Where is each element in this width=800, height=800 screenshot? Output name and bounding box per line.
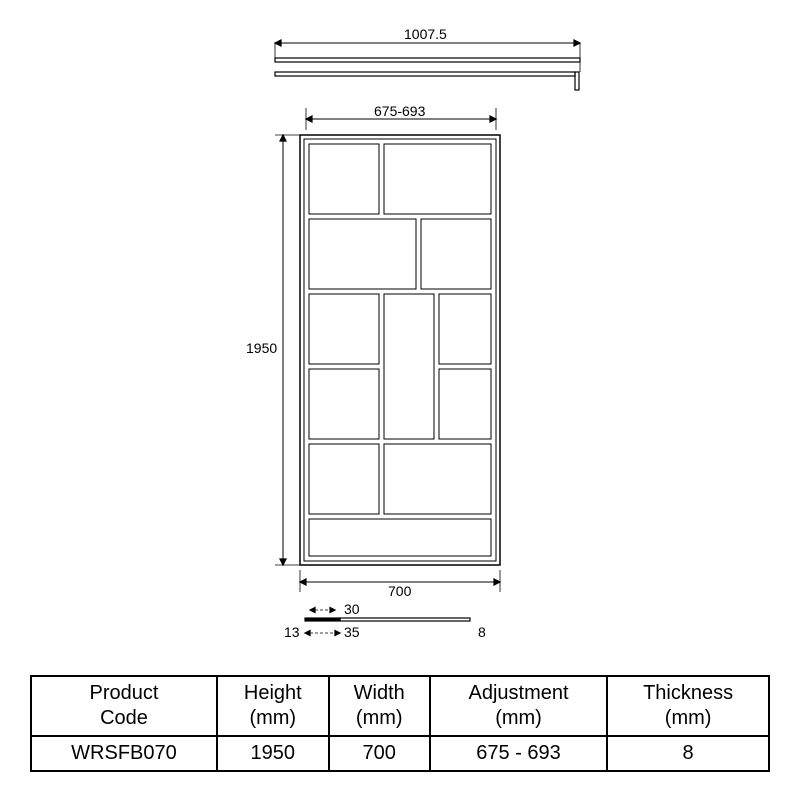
col-thickness: Thickness(mm) xyxy=(607,676,769,736)
col-adjustment: Adjustment(mm) xyxy=(430,676,607,736)
spec-table: ProductCode Height(mm) Width(mm) Adjustm… xyxy=(30,675,770,772)
cell-width: 700 xyxy=(329,736,430,771)
dim-profile-right: 8 xyxy=(478,624,486,640)
cell-adjustment: 675 - 693 xyxy=(430,736,607,771)
cell-height: 1950 xyxy=(217,736,329,771)
dim-profile-left: 13 xyxy=(284,624,300,640)
cell-thickness: 8 xyxy=(607,736,769,771)
cell-code: WRSFB070 xyxy=(31,736,217,771)
table-row: WRSFB070 1950 700 675 - 693 8 xyxy=(31,736,769,771)
col-width: Width(mm) xyxy=(329,676,430,736)
dim-height: 1950 xyxy=(246,340,277,356)
dim-adjustment: 675-693 xyxy=(374,103,425,119)
table-header-row: ProductCode Height(mm) Width(mm) Adjustm… xyxy=(31,676,769,736)
dim-width: 700 xyxy=(388,583,411,599)
col-height: Height(mm) xyxy=(217,676,329,736)
col-code: ProductCode xyxy=(31,676,217,736)
dim-profile-35: 35 xyxy=(344,624,360,640)
dim-profile-30: 30 xyxy=(344,601,360,617)
dim-top-bar: 1007.5 xyxy=(404,26,447,42)
